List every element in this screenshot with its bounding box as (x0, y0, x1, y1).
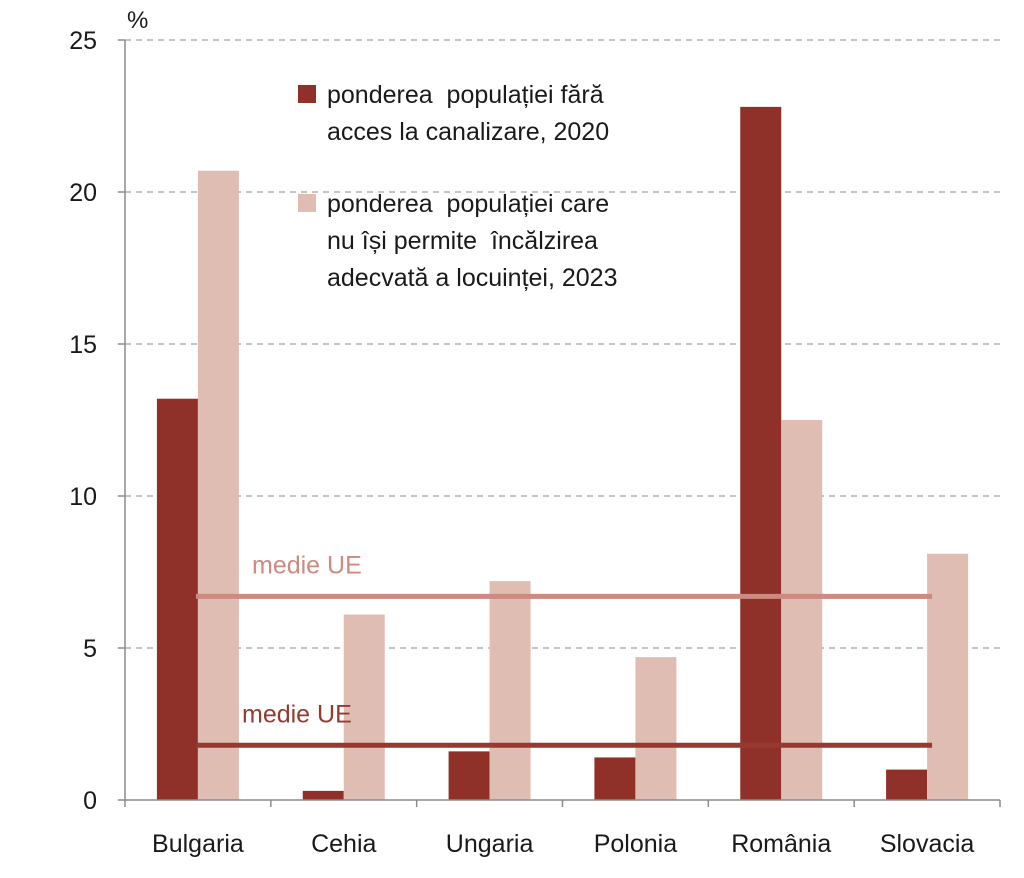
y-tick-label: 15 (69, 331, 97, 359)
x-category-label: Bulgaria (152, 830, 244, 858)
gridlines (118, 39, 1001, 807)
bar-sewerage-6 (886, 769, 928, 800)
y-tick-label: 25 (69, 27, 97, 55)
y-tick-label: 5 (83, 635, 97, 663)
legend-swatch-2 (298, 194, 316, 212)
legend-label-line: ponderea populației care (327, 190, 609, 218)
bar-heating-1 (197, 170, 239, 801)
legend-label-line: ponderea populației fără (327, 81, 604, 109)
legend-label-line: adecvată a locuinței, 2023 (327, 264, 618, 292)
legend-swatch-1 (298, 85, 316, 103)
x-category-label: România (731, 830, 831, 858)
bar-heating-6 (927, 553, 969, 800)
bar-heating-2 (343, 614, 385, 800)
bar-heating-5 (781, 420, 823, 800)
bar-heating-3 (489, 581, 531, 800)
eu-average-label-2: medie UE (242, 700, 352, 728)
y-tick-labels: 0 5 10 15 20 25 (69, 27, 97, 815)
x-category-labels: Bulgaria Cehia Ungaria Polonia România Slovac… (152, 830, 974, 858)
bar-sewerage-2 (302, 790, 344, 800)
bar-heating-4 (635, 657, 677, 800)
legend-label-line: acces la canalizare, 2020 (327, 118, 609, 146)
bars (156, 106, 969, 801)
x-category-label: Polonia (594, 830, 677, 858)
bar-sewerage-1 (156, 398, 198, 800)
y-tick-label: 10 (69, 483, 97, 511)
x-category-label: Slovacia (880, 830, 975, 858)
bar-sewerage-5 (740, 106, 782, 800)
eu-average-label-1: medie UE (252, 551, 362, 579)
y-unit-label: % (127, 7, 148, 34)
bar-sewerage-4 (594, 757, 636, 800)
axes (124, 40, 1000, 801)
legend: ponderea populației fără acces la canaliz… (298, 81, 618, 292)
reference-lines: medie UE medie UE (195, 551, 933, 748)
y-tick-label: 0 (83, 787, 97, 815)
x-category-label: Cehia (311, 830, 376, 858)
legend-label-line: nu își permite încălzirea (327, 227, 598, 255)
bar-sewerage-3 (448, 751, 490, 800)
x-category-label: Ungaria (446, 830, 534, 858)
y-tick-label: 20 (69, 179, 97, 207)
